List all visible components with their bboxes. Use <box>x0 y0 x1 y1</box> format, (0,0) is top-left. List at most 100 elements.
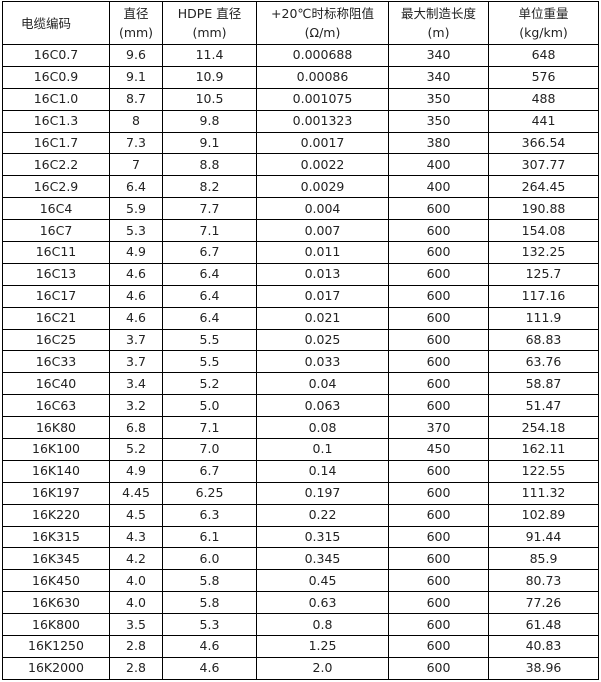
table-cell: 0.345 <box>256 547 389 571</box>
table-cell: 600 <box>388 284 489 308</box>
table-cell: 4.0 <box>109 569 163 593</box>
table-cell: 4.45 <box>109 481 163 505</box>
table-row: 16C63 3.2 5.0 0.063 600 51.47 <box>2 394 599 418</box>
header-text: 单位重量 <box>518 6 569 21</box>
table-cell: 0.22 <box>256 503 389 527</box>
table-cell: 16K220 <box>2 503 110 527</box>
table-cell: 9.1 <box>162 131 257 155</box>
table-row: 16K315 4.3 6.1 0.315 600 91.44 <box>2 525 599 549</box>
table-row: 16C21 4.6 6.4 0.021 600 111.9 <box>2 306 599 330</box>
table-row: 16K2000 2.8 4.6 2.0 600 38.96 <box>2 656 599 680</box>
table-cell: 0.033 <box>256 350 389 374</box>
table-cell: 3.7 <box>109 328 163 352</box>
table-cell: 5.3 <box>109 219 163 243</box>
table-row: 16K140 4.9 6.7 0.14 600 122.55 <box>2 459 599 483</box>
table-cell: 600 <box>388 459 489 483</box>
table-cell: 370 <box>388 416 489 440</box>
table-cell: 16C1.7 <box>2 131 110 155</box>
table-cell: 38.96 <box>488 656 599 680</box>
table-cell: 80.73 <box>488 569 599 593</box>
table-cell: 9.6 <box>109 44 163 67</box>
table-cell: 6.3 <box>162 503 257 527</box>
table-cell: 51.47 <box>488 394 599 418</box>
table-cell: 5.2 <box>109 438 163 461</box>
table-cell: 600 <box>388 613 489 637</box>
table-cell: 600 <box>388 569 489 593</box>
table-cell: 154.08 <box>488 219 599 243</box>
table-cell: 648 <box>488 44 599 67</box>
table-cell: 68.83 <box>488 328 599 352</box>
header-text: +20℃时标称阻值 <box>271 6 374 21</box>
header-cell: 单位重量 (kg/km) <box>488 1 599 45</box>
table-cell: 2.8 <box>109 635 163 658</box>
table-cell: 600 <box>388 656 489 680</box>
header-cell: 最大制造长度 (m) <box>388 1 489 45</box>
table-cell: 77.26 <box>488 591 599 615</box>
table-cell: 5.5 <box>162 328 257 352</box>
table-cell: 0.001323 <box>256 109 389 133</box>
header-cell: 电缆编码 <box>2 1 110 45</box>
table-cell: 16K140 <box>2 459 110 483</box>
table-cell: 4.3 <box>109 525 163 549</box>
table-cell: 600 <box>388 591 489 615</box>
table-cell: 16C11 <box>2 241 110 264</box>
table-cell: 380 <box>388 131 489 155</box>
table-cell: 0.197 <box>256 481 389 505</box>
table-cell: 350 <box>388 109 489 133</box>
table-cell: 125.7 <box>488 262 599 286</box>
table-cell: 6.7 <box>162 459 257 483</box>
table-cell: 366.54 <box>488 131 599 155</box>
table-cell: 600 <box>388 219 489 243</box>
header-text: HDPE 直径 <box>177 6 242 21</box>
table-cell: 600 <box>388 547 489 571</box>
table-cell: 16K315 <box>2 525 110 549</box>
table-cell: 7.1 <box>162 219 257 243</box>
table-cell: 4.6 <box>109 262 163 286</box>
table-cell: 4.2 <box>109 547 163 571</box>
table-cell: 5.3 <box>162 613 257 637</box>
table-cell: 16C17 <box>2 284 110 308</box>
table-cell: 16K450 <box>2 569 110 593</box>
header-text: (mm) <box>118 25 154 40</box>
table-cell: 8 <box>109 109 163 133</box>
table-row: 16C11 4.9 6.7 0.011 600 132.25 <box>2 241 599 264</box>
table-cell: 85.9 <box>488 547 599 571</box>
table-cell: 600 <box>388 241 489 264</box>
table-cell: 340 <box>388 44 489 67</box>
table-cell: 0.08 <box>256 416 389 440</box>
table-row: 16C1.3 8 9.8 0.001323 350 441 <box>2 109 599 133</box>
table-row: 16C1.0 8.7 10.5 0.001075 350 488 <box>2 87 599 111</box>
table-cell: 40.83 <box>488 635 599 658</box>
table-row: 16K630 4.0 5.8 0.63 600 77.26 <box>2 591 599 615</box>
table-cell: 0.017 <box>256 284 389 308</box>
table-cell: 4.9 <box>109 241 163 264</box>
table-cell: 0.315 <box>256 525 389 549</box>
table-cell: 2.8 <box>109 656 163 680</box>
header-row: 电缆编码 直径 (mm) HDPE 直径 (mm) +20℃时标称阻值 (Ω/m) 最大制造长… <box>2 1 599 45</box>
table-cell: 0.1 <box>256 438 389 461</box>
table-cell: 132.25 <box>488 241 599 264</box>
table-cell: 4.5 <box>109 503 163 527</box>
table-cell: 7.1 <box>162 416 257 440</box>
table-cell: 16K197 <box>2 481 110 505</box>
header-cell: HDPE 直径 (mm) <box>162 1 257 45</box>
table-cell: 4.6 <box>109 306 163 330</box>
table-cell: 7.0 <box>162 438 257 461</box>
table-cell: 600 <box>388 372 489 396</box>
table-cell: 600 <box>388 328 489 352</box>
table-cell: 0.013 <box>256 262 389 286</box>
table-cell: 0.8 <box>256 613 389 637</box>
header-cell: +20℃时标称阻值 (Ω/m) <box>256 1 389 45</box>
table-cell: 8.8 <box>162 153 257 177</box>
table-cell: 16C0.7 <box>2 44 110 67</box>
table-cell: 340 <box>388 65 489 89</box>
table-row: 16C0.9 9.1 10.9 0.00086 340 576 <box>2 65 599 89</box>
table-row: 16K220 4.5 6.3 0.22 600 102.89 <box>2 503 599 527</box>
table-cell: 0.0022 <box>256 153 389 177</box>
table-cell: 16C2.9 <box>2 175 110 199</box>
table-cell: 254.18 <box>488 416 599 440</box>
table-row: 16C2.2 7 8.8 0.0022 400 307.77 <box>2 153 599 177</box>
table-cell: 16K80 <box>2 416 110 440</box>
